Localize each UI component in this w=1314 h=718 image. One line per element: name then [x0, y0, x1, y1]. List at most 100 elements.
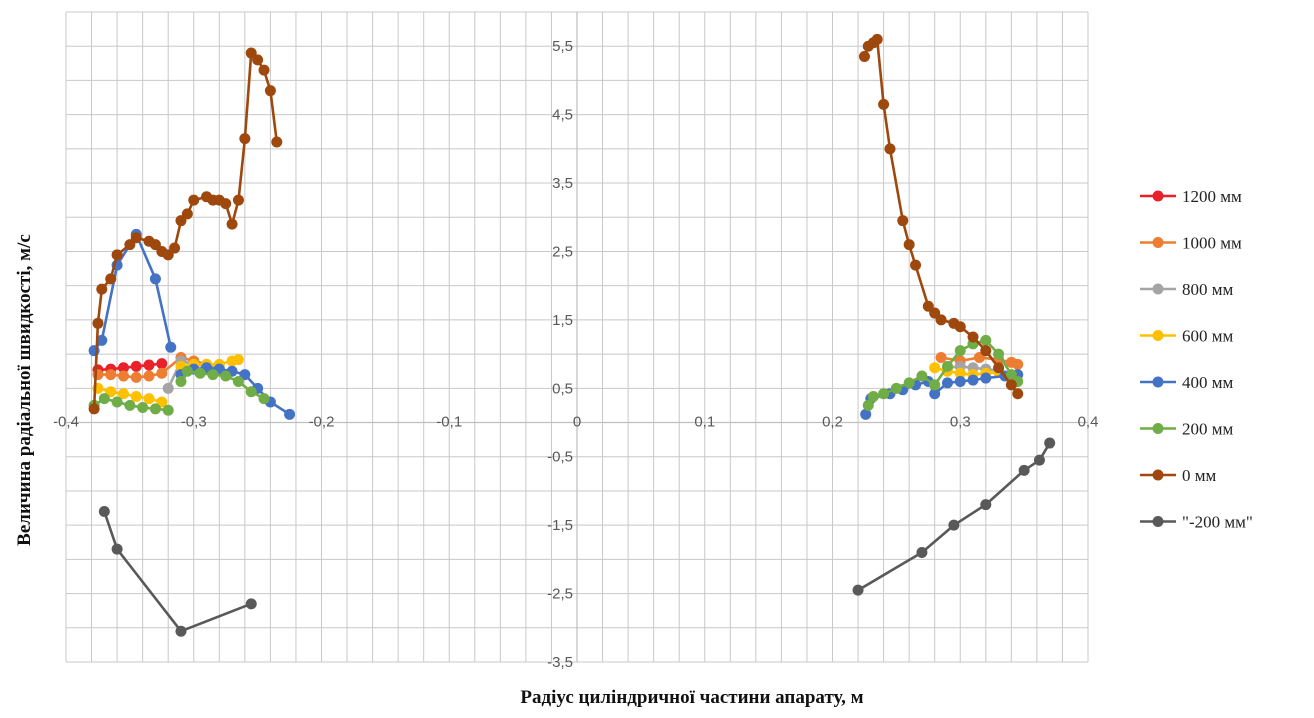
- data-point: [162, 382, 174, 394]
- legend-label: 600 мм: [1182, 327, 1234, 346]
- data-point: [954, 321, 966, 333]
- data-point: [98, 393, 110, 405]
- data-point: [929, 362, 941, 374]
- data-point: [941, 377, 953, 389]
- data-point: [1005, 379, 1017, 391]
- data-point: [867, 391, 879, 403]
- legend-item: 1000 мм: [1140, 234, 1242, 253]
- data-point: [252, 54, 264, 66]
- legend-item: 1200 мм: [1140, 187, 1242, 206]
- data-point: [1012, 388, 1024, 400]
- y-tick-label: 1,5: [552, 312, 573, 329]
- legend-marker: [1152, 376, 1164, 388]
- data-point: [245, 598, 257, 610]
- x-tick-label: 0,4: [1078, 414, 1099, 431]
- y-tick-label: 0,5: [552, 380, 573, 397]
- data-point: [916, 370, 928, 382]
- data-point: [169, 242, 181, 254]
- data-point: [175, 625, 187, 637]
- legend-label: 1000 мм: [1182, 234, 1242, 253]
- legend-marker: [1152, 423, 1164, 434]
- data-point: [143, 370, 155, 382]
- data-point: [130, 391, 142, 403]
- series-line: [857, 442, 1051, 592]
- data-point: [232, 354, 244, 366]
- x-tick-label: 0,1: [694, 414, 715, 431]
- data-point: [117, 370, 129, 382]
- data-point: [130, 371, 142, 383]
- data-point: [897, 215, 909, 227]
- legend-item: "-200 мм": [1140, 513, 1253, 532]
- x-tick-label: 0: [573, 414, 581, 431]
- y-tick-label: 2,5: [552, 243, 573, 260]
- plot-area: [88, 33, 1056, 637]
- legend-marker: [1152, 516, 1164, 527]
- x-axis-title: Радіус циліндричної частини апарату, м: [520, 687, 863, 708]
- data-point: [954, 345, 966, 357]
- data-point: [258, 64, 270, 76]
- data-point: [284, 408, 296, 420]
- series-0: [92, 358, 168, 376]
- data-point: [1033, 454, 1045, 466]
- data-point: [929, 388, 941, 400]
- tick-labels: -0,4 -0,3 -0,2 -0,1 0 0,1 0,2 0,3 0,4 -3,5 -2,5 -1,…: [53, 38, 1098, 671]
- data-point: [871, 33, 883, 45]
- data-point: [96, 283, 108, 295]
- data-point: [124, 399, 136, 411]
- data-point: [264, 85, 276, 97]
- data-point: [117, 362, 129, 374]
- data-point: [88, 403, 100, 415]
- legend-marker: [1152, 237, 1164, 248]
- data-point: [903, 377, 915, 389]
- legend-label: 400 мм: [1182, 373, 1234, 392]
- data-point: [188, 194, 200, 206]
- y-tick-label: 3,5: [552, 175, 573, 192]
- series-6: [88, 33, 1024, 415]
- legend-item: 400 мм: [1140, 373, 1234, 392]
- data-point: [903, 239, 915, 251]
- data-point: [220, 370, 232, 382]
- data-point: [954, 367, 966, 379]
- series-line: [863, 38, 1019, 395]
- data-point: [980, 372, 992, 384]
- legend-label: "-200 мм": [1182, 513, 1253, 532]
- axes: [66, 12, 1088, 662]
- data-point: [143, 393, 155, 405]
- data-point: [980, 499, 992, 511]
- data-point: [941, 360, 953, 372]
- data-point: [149, 273, 161, 285]
- data-point: [935, 352, 947, 364]
- series-7: [98, 437, 1056, 637]
- data-point: [878, 98, 890, 110]
- data-point: [92, 317, 104, 329]
- series-5: [88, 334, 1024, 416]
- y-tick-label: 5,5: [552, 38, 573, 55]
- data-point: [948, 519, 960, 531]
- legend-label: 200 мм: [1182, 420, 1234, 439]
- legend-marker: [1152, 283, 1164, 295]
- data-point: [96, 334, 108, 346]
- data-point: [967, 374, 979, 386]
- data-point: [105, 273, 117, 285]
- legend-item: 200 мм: [1140, 420, 1234, 439]
- data-point: [993, 362, 1005, 374]
- legend-marker: [1152, 469, 1164, 481]
- data-point: [137, 401, 149, 413]
- legend-marker: [1152, 330, 1164, 341]
- y-tick-label: 4,5: [552, 107, 573, 124]
- y-tick-label: -1,5: [547, 517, 573, 534]
- data-point: [175, 375, 187, 387]
- data-point: [239, 133, 251, 145]
- legend-label: 1200 мм: [1182, 187, 1242, 206]
- x-tick-label: -0,1: [436, 414, 462, 431]
- data-point: [232, 375, 244, 387]
- data-point: [967, 331, 979, 343]
- data-point: [111, 249, 123, 261]
- data-point: [130, 360, 142, 372]
- data-point: [878, 388, 890, 400]
- grid: [65, 11, 1089, 663]
- data-point: [980, 334, 992, 346]
- data-point: [916, 547, 928, 559]
- x-tick-label: -0,4: [53, 414, 79, 431]
